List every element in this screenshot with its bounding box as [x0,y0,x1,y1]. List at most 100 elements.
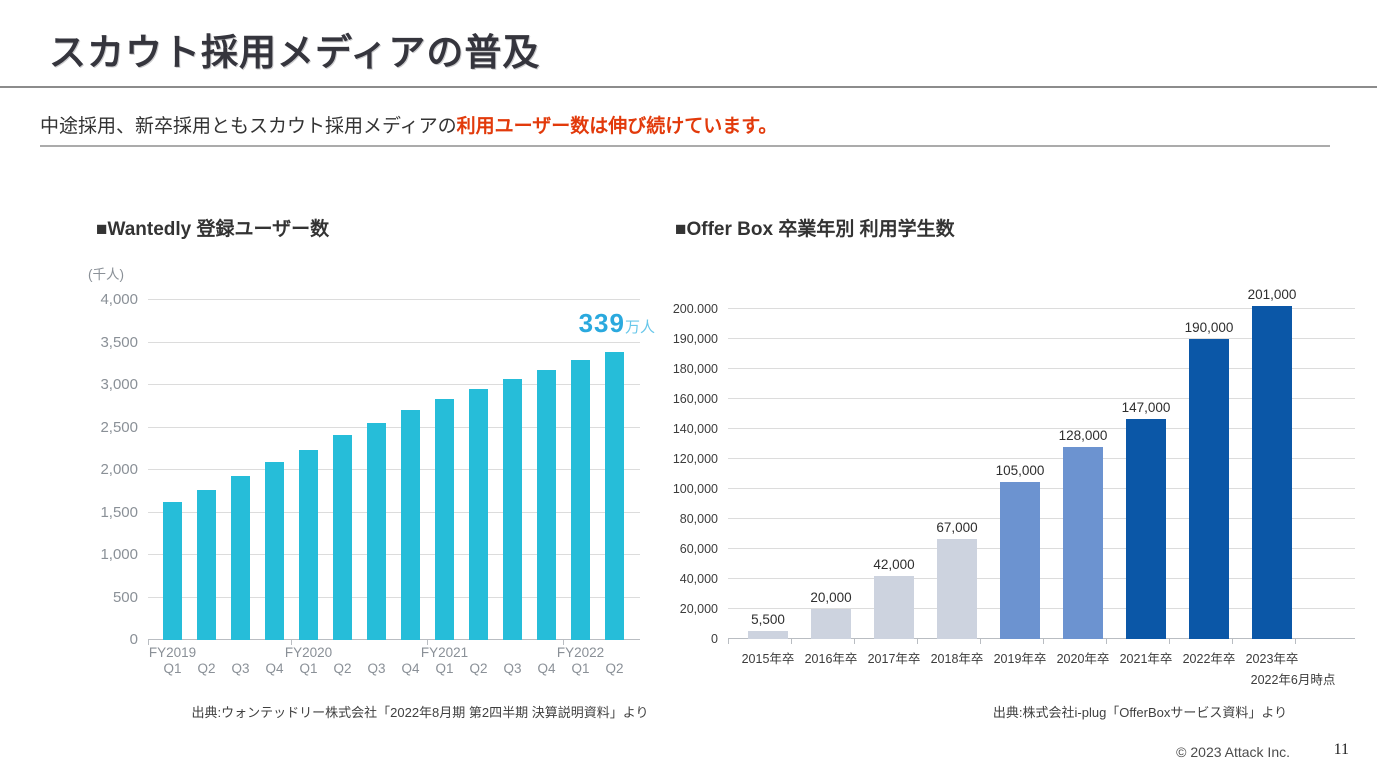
gridline [728,428,1355,429]
offerbox-bar-chart: 0 20,000 40,000 60,000 80,000 100,000 120,000 1… [673,287,1355,687]
y-tick-label: 0 [129,631,138,648]
page-title: スカウト採用メディアの普及 [49,32,541,73]
wantedly-source: 出典:ウォンテッドリー株式会社「2022年8月期 第2四半期 決算説明資料」より [191,705,649,720]
bar [1189,339,1229,639]
y-axis-labels: 0 500 1,000 1,500 2,000 2,500 3,000 3,500 4,000 [83,291,138,648]
axis-tick [917,639,918,644]
subtitle: 中途採用、新卒採用ともスカウト採用メディアの利用ユーザー数は伸び続けています。 [40,114,1330,147]
x-tick-label: Q3 [503,661,522,676]
bar-value-label: 5,500 [751,611,785,627]
gridline [148,299,640,300]
y-tick-label: 180,000 [672,362,718,376]
bar-value-label: 201,000 [1247,287,1297,302]
bar [605,351,624,640]
x-tick-label: Q1 [299,661,318,676]
gridline [728,398,1355,399]
y-tick-label: 2,000 [100,461,138,478]
gridline [148,596,640,598]
x-tick-label: 2015年卒 [741,652,795,666]
y-tick-label: 80,000 [679,512,718,526]
bar-value-label: 67,000 [936,519,978,535]
axis-tick [1295,639,1296,644]
y-tick-label: 120,000 [672,452,718,466]
fiscal-year-label: FY2021 [420,645,469,660]
y-tick-label: 140,000 [672,422,718,436]
x-tick-label: Q2 [605,661,624,676]
bar [469,389,488,640]
fiscal-year-label: FY2020 [284,645,333,660]
y-axis-unit-label: (千人) [88,267,124,282]
bar [333,435,352,640]
fiscal-year-label: FY2019 [148,645,197,660]
y-tick-label: 3,000 [100,376,138,393]
y-tick-label: 160,000 [672,392,718,406]
x-tick-label: 2023年卒 [1245,652,1299,666]
bar [874,576,914,639]
y-tick-label: 200.000 [672,302,718,316]
bar [1252,306,1292,639]
x-tick-label: 2020年卒 [1056,652,1110,666]
subtitle-plain-text: 中途採用、新卒採用ともスカウト採用メディアの [40,116,457,137]
axis-tick [854,639,855,644]
bar [367,423,386,640]
bar [537,369,556,640]
wantedly-chart-title: ■Wantedly 登録ユーザー数 [96,219,330,240]
y-tick-label: 60,000 [679,542,718,556]
gridline [728,608,1355,609]
gridline [728,368,1355,369]
x-tick-label: Q2 [469,661,488,676]
user-count-annotation: 339万人 [579,308,655,343]
axis-tick [1232,639,1233,644]
x-tick-label: 2016年卒 [804,652,858,666]
axis-tick [427,640,428,645]
x-tick-label: Q1 [163,661,182,676]
gridline [148,426,640,428]
x-tick-label: Q3 [367,661,386,676]
bar-value-label: 105,000 [995,462,1045,478]
bar-value-label: 128,000 [1058,428,1108,443]
axis-tick [563,640,564,645]
x-tick-label: 2021年卒 [1119,652,1173,666]
bar [401,409,420,640]
x-tick-label: 2017年卒 [867,652,921,666]
axis-tick [291,640,292,645]
gridline [728,518,1355,519]
y-tick-label: 100,000 [672,482,718,496]
bar [265,462,284,640]
axis-tick [980,639,981,644]
copyright-text: © 2023 Attack Inc. [1176,744,1290,760]
annotation-number: 339 [578,308,625,338]
y-tick-label: 20,000 [679,602,718,616]
bar [299,449,318,640]
gridline [148,341,640,343]
axis-tick [728,639,729,644]
x-tick-label: Q1 [571,661,590,676]
page-number: 11 [1333,741,1349,758]
bar [571,360,590,640]
bar [1126,418,1166,639]
bar [811,609,851,639]
gridline [148,511,640,513]
bar [503,379,522,640]
bar-value-label: 190,000 [1184,320,1234,335]
x-tick-label: Q4 [401,661,420,676]
as-of-date-note: 2022年6月時点 [1250,673,1336,687]
offerbox-source: 出典:株式会社i-plug「OfferBoxサービス資料」より [992,705,1288,720]
x-tick-label: Q4 [537,661,556,676]
y-tick-label: 3,500 [100,333,138,351]
axis-tick [1169,639,1170,644]
bar [163,502,182,640]
y-tick-label: 0 [711,632,718,646]
subtitle-highlight-text: 利用ユーザー数は伸び続けています。 [456,116,778,137]
fiscal-year-label: FY2022 [556,645,605,660]
gridline [148,384,640,385]
x-tick-label: Q2 [197,661,216,676]
x-tick-label: 2018年卒 [930,652,984,666]
y-tick-label: 2,500 [100,418,138,436]
y-tick-label: 4,000 [100,291,138,308]
x-tick-label: Q1 [435,661,454,676]
x-axis-line [728,638,1355,639]
bar [748,630,788,639]
title-divider [0,86,1377,88]
offerbox-chart-title: ■Offer Box 卒業年別 利用学生数 [675,219,955,240]
